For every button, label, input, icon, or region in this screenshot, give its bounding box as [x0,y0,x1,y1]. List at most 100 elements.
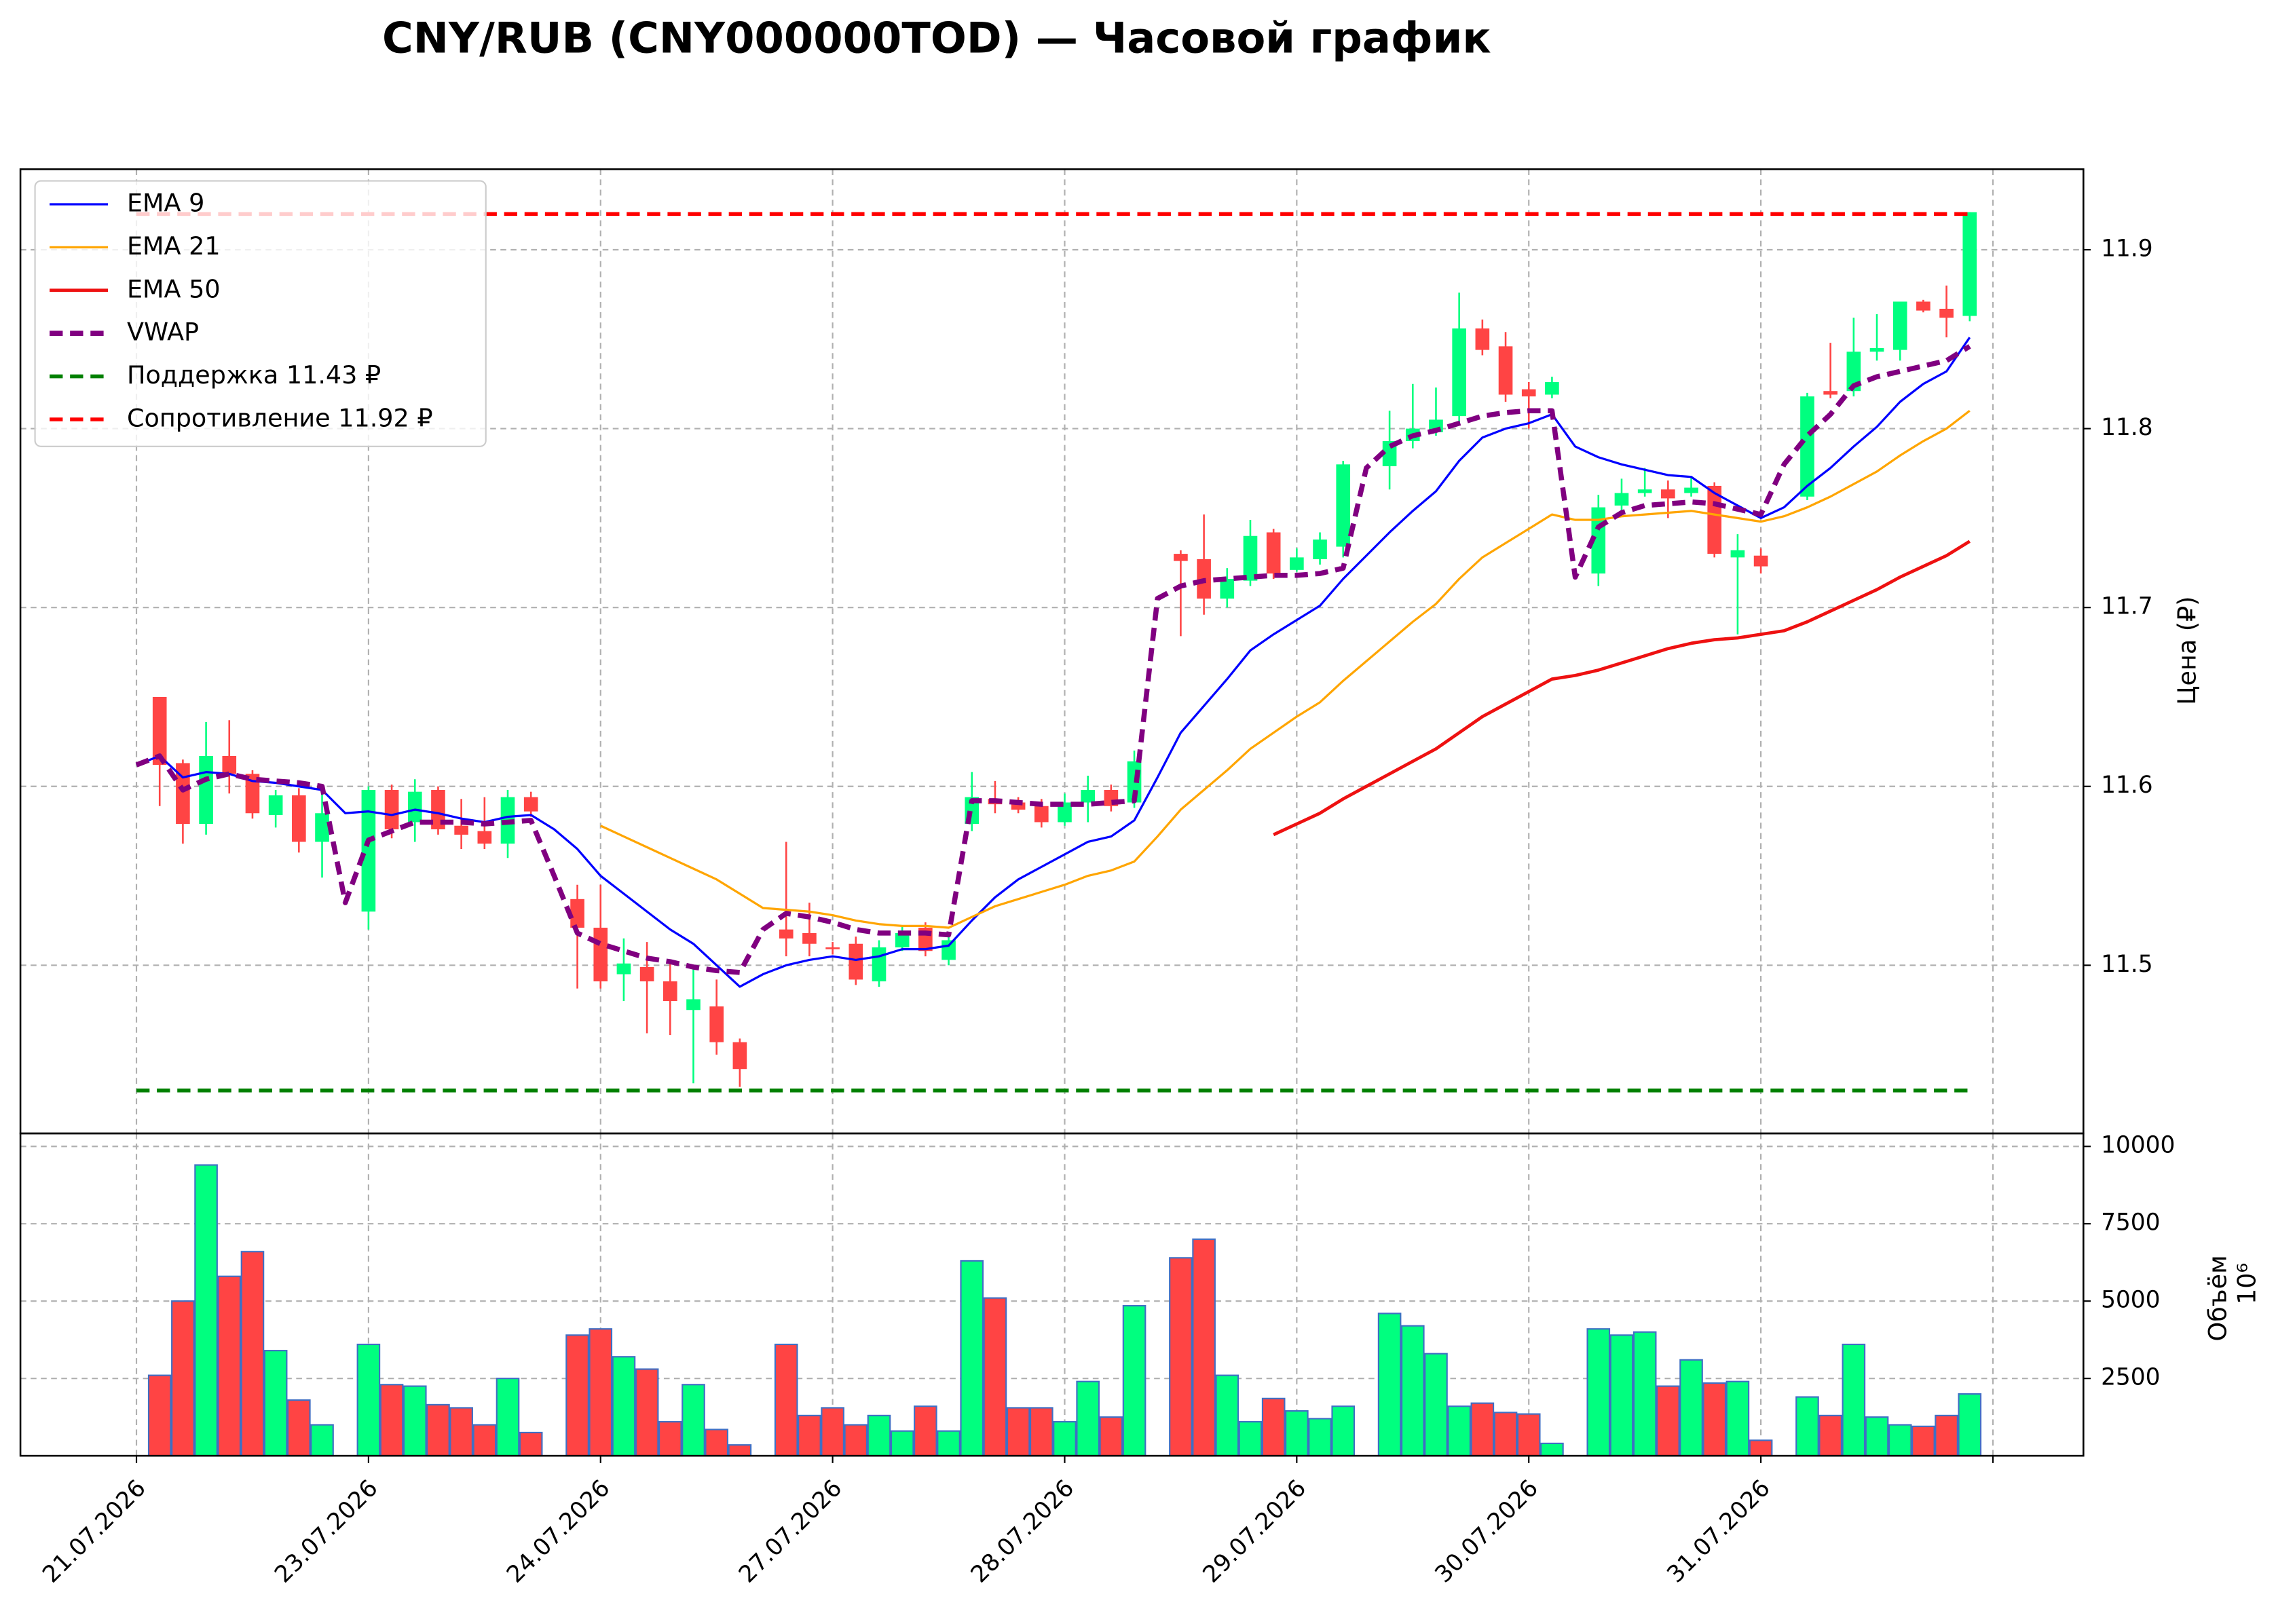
volume-bar [1285,1410,1309,1457]
volume-bar [937,1430,960,1457]
y-tick-label: 11.7 [2101,593,2153,620]
candle-body [152,696,167,766]
volume-bar [472,1424,497,1457]
candle-body [292,795,306,842]
candle-body [1034,806,1049,823]
volume-bar [1447,1405,1471,1457]
volume-bar [1609,1334,1634,1457]
candle-body [1290,557,1304,570]
candle-body [1081,790,1095,803]
candle-body [1637,489,1652,493]
volume-bar [705,1429,729,1457]
volume-bar [1006,1407,1030,1457]
volume-bar [1540,1442,1564,1457]
volume-bar [1702,1382,1727,1457]
volume-bar [1725,1380,1750,1457]
volume-bar [1888,1424,1912,1457]
candle-body [1545,382,1559,395]
volume-bar [1865,1416,1889,1457]
volume-bar [565,1334,589,1457]
volume-bar [1099,1416,1123,1457]
volume-bar [147,1374,172,1457]
volume-bar [1633,1331,1657,1457]
y-tick-label: 11.8 [2101,414,2153,441]
candle-body [1939,308,1954,318]
candle-body [593,927,608,982]
candle-body [1220,578,1235,599]
candle-body [802,932,817,944]
candle-body [1475,328,1490,350]
volume-bar [1261,1397,1286,1457]
volume-bar [890,1430,914,1457]
volume-bar [403,1385,427,1457]
volume-bar [983,1297,1007,1457]
candle-body [1846,352,1861,392]
volume-offset-label: 10⁶ [2233,1263,2262,1304]
volume-bar [1377,1313,1402,1457]
volume-bar [1029,1407,1053,1457]
y-tick-label: 11.6 [2101,772,2153,799]
volume-bar [449,1407,473,1457]
volume-bar [310,1424,334,1457]
candle-body [1684,487,1698,493]
volume-bar [1516,1413,1541,1457]
volume-bar [1911,1425,1935,1457]
candle-body [523,797,538,812]
volume-bar [1656,1385,1680,1457]
volume-bar [1958,1393,1982,1457]
volume-bar [1749,1439,1773,1457]
legend-label: EMA 50 [127,274,221,303]
candle-body [1800,396,1814,497]
volume-bar [774,1343,798,1457]
volume-bar [240,1251,265,1457]
volume-bar [1586,1328,1611,1457]
volume-bar [1215,1374,1239,1457]
axes-frame [19,1132,2085,1457]
candle-body [199,755,213,825]
volume-bar [1400,1325,1425,1457]
candle-body [1521,389,1536,397]
candle-body [779,929,794,939]
candle-body [1916,301,1930,311]
volume-bar [356,1343,381,1457]
candle-body [686,999,701,1011]
candle-body [1313,540,1327,560]
volume-bar [171,1300,195,1457]
volume-bar [728,1444,752,1457]
candle-body [895,932,910,947]
volume-bar [1493,1412,1518,1457]
candle-body [245,774,260,814]
legend-box [34,180,487,447]
candle-body [732,1042,747,1070]
candle-body [1614,493,1629,506]
legend-label: VWAP [127,318,199,347]
volume-bar [867,1414,891,1457]
volume-bar [1818,1414,1842,1457]
candle-body [407,791,422,823]
candle-body [663,981,677,1002]
candle-body [941,940,956,960]
volume-bar [658,1420,682,1457]
volume-bar [1679,1359,1703,1457]
candle-body [639,966,654,982]
candle-body [1452,328,1466,417]
candle-body [709,1006,724,1042]
candle-body [616,963,631,975]
volume-bar [1470,1402,1495,1457]
volume-bar [1795,1396,1819,1457]
volume-bar [426,1403,450,1457]
volume-bar [1331,1405,1356,1457]
volume-bar [821,1407,844,1457]
volume-bar [635,1368,659,1457]
candle-body [315,813,329,842]
volume-bar [1842,1343,1866,1457]
candle-body [1962,212,1977,316]
volume-bar [263,1350,288,1457]
volume-bar [1192,1238,1216,1457]
candle-body [1892,301,1907,350]
candle-body [1730,550,1745,558]
volume-bar [682,1384,705,1457]
candle-body [1869,347,1884,352]
candle-body [1753,555,1768,567]
